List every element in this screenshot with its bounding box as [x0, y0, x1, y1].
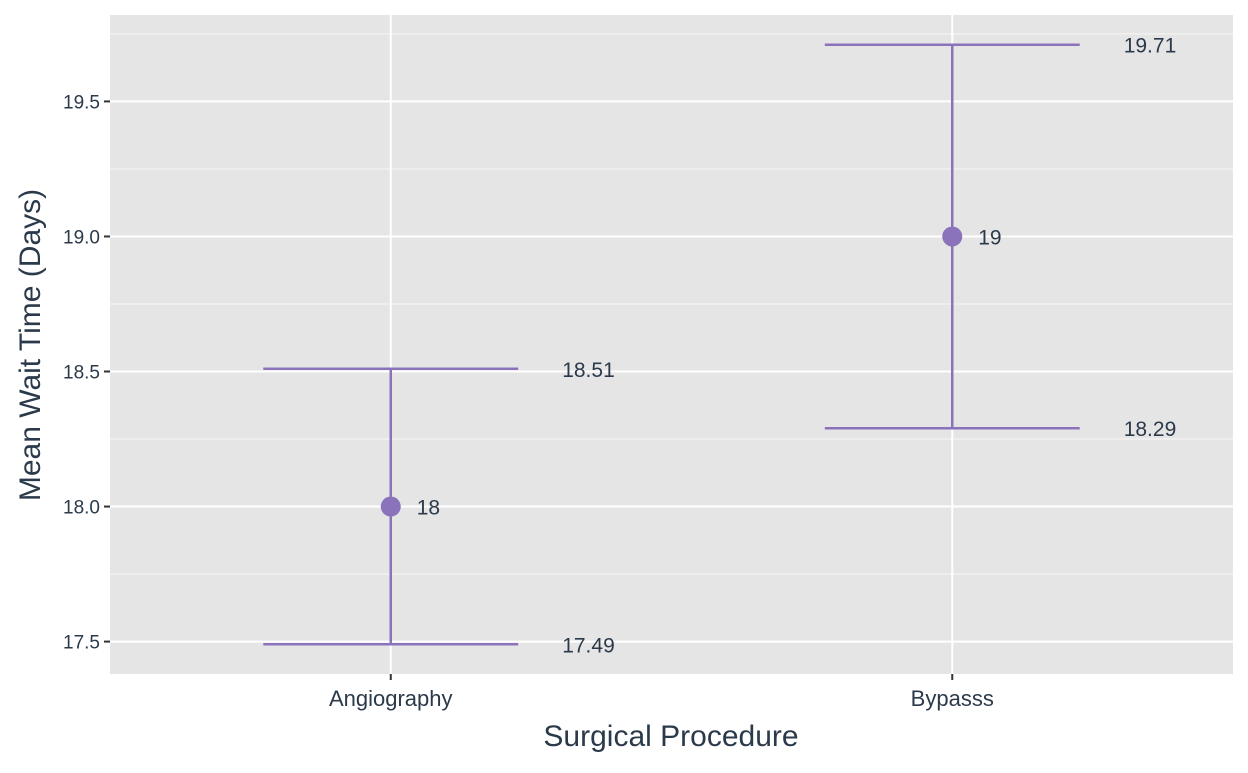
mean-value-label: 18 — [417, 497, 440, 520]
mean-point — [380, 496, 401, 517]
mean-value-label: 19 — [978, 226, 1001, 249]
y-axis: 17.5 18.0 18.5 19.0 19.5 — [63, 92, 110, 654]
mean-point — [942, 226, 963, 247]
minor-gridlines — [110, 33, 1233, 575]
x-axis-title: Surgical Procedure — [543, 720, 798, 753]
value-labels: 18.51 17.49 18 19.71 18.29 19 — [417, 35, 1177, 658]
plot-panel — [110, 15, 1233, 674]
upper-value-label: 18.51 — [562, 359, 615, 382]
x-axis: Angiography Bypasss — [329, 674, 994, 711]
lower-value-label: 17.49 — [562, 634, 615, 657]
x-tick-label: Bypasss — [911, 686, 994, 711]
y-axis-title: Mean Wait Time (Days) — [14, 189, 47, 501]
y-tick-label: 19.0 — [63, 227, 100, 248]
lower-value-label: 18.29 — [1124, 418, 1177, 441]
error-bar-marks — [263, 43, 1080, 646]
x-tick-label: Angiography — [329, 686, 453, 711]
y-tick-label: 18.0 — [63, 498, 100, 519]
y-tick-label: 18.5 — [63, 363, 100, 384]
y-tick-label: 19.5 — [63, 92, 100, 113]
y-tick-label: 17.5 — [63, 633, 100, 654]
upper-value-label: 19.71 — [1124, 35, 1177, 58]
